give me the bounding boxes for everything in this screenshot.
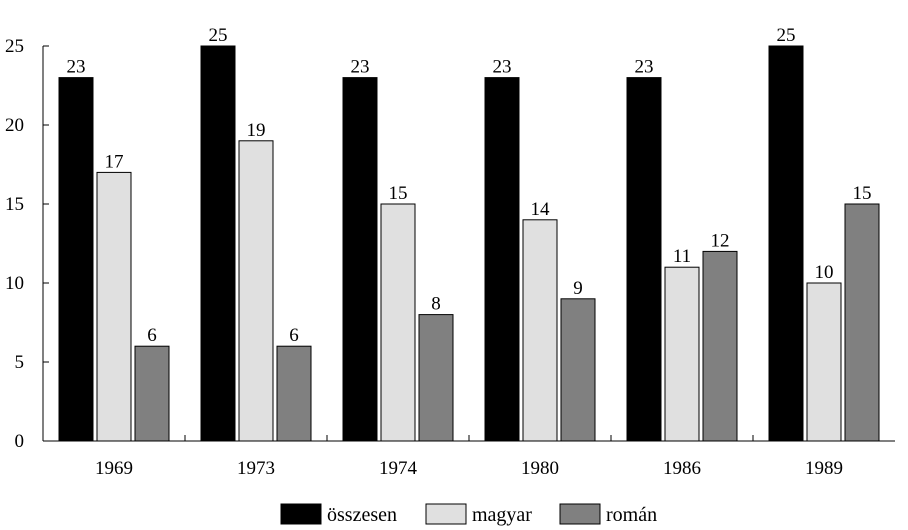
bar-román xyxy=(418,314,454,442)
legend-swatch-összesen xyxy=(280,503,322,525)
data-label: 6 xyxy=(147,325,157,346)
y-tick-label: 10 xyxy=(5,273,24,294)
data-label: 11 xyxy=(673,246,691,267)
legend-label: összesen xyxy=(327,504,397,526)
y-tick-label: 5 xyxy=(15,352,25,373)
bar-román xyxy=(560,298,596,442)
bar-román xyxy=(276,345,312,442)
legend: összesen magyar román xyxy=(280,503,657,526)
bar-román xyxy=(844,203,880,442)
data-label: 14 xyxy=(531,199,551,220)
x-tick-label: 1969 xyxy=(95,458,133,479)
bar-román xyxy=(702,250,738,442)
data-labels: 23 17 6 25 19 6 23 15 8 23 14 9 23 11 12 25 10 15 xyxy=(67,25,872,346)
legend-swatch-magyar xyxy=(425,503,467,525)
x-tick-label: 1980 xyxy=(521,458,559,479)
data-label: 9 xyxy=(573,278,583,299)
data-label: 8 xyxy=(431,294,441,315)
y-tick-label: 15 xyxy=(5,194,24,215)
bar-összesen xyxy=(626,77,662,442)
x-tick-label: 1989 xyxy=(805,458,843,479)
data-label: 19 xyxy=(247,120,266,141)
y-tick-label: 25 xyxy=(5,36,24,57)
bar-összesen xyxy=(342,77,378,442)
bar-román xyxy=(134,345,170,442)
legend-swatch-román xyxy=(559,503,601,525)
data-label: 17 xyxy=(105,151,124,172)
y-axis: 0 5 10 15 20 25 xyxy=(5,36,49,452)
x-tick-label: 1974 xyxy=(379,458,418,479)
x-tick-label: 1986 xyxy=(663,458,701,479)
data-label: 23 xyxy=(67,57,86,78)
y-tick-label: 20 xyxy=(5,115,24,136)
legend-label: román xyxy=(606,504,657,526)
data-label: 15 xyxy=(389,183,408,204)
bar-magyar xyxy=(380,203,416,442)
data-label: 25 xyxy=(209,25,228,46)
bar-magyar xyxy=(522,219,558,442)
data-label: 23 xyxy=(493,57,512,78)
data-label: 23 xyxy=(351,57,370,78)
y-tick-label: 0 xyxy=(15,431,25,452)
data-label: 23 xyxy=(635,57,654,78)
bar-magyar xyxy=(96,171,132,442)
data-label: 6 xyxy=(289,325,299,346)
bar-összesen xyxy=(768,45,804,442)
x-tick-label: 1973 xyxy=(237,458,275,479)
bars xyxy=(58,45,880,442)
bar-magyar xyxy=(238,140,274,442)
data-label: 15 xyxy=(853,183,872,204)
data-label: 10 xyxy=(815,262,834,283)
bar-magyar xyxy=(806,282,842,442)
bar-összesen xyxy=(484,77,520,442)
x-axis: 1969 1973 1974 1980 1986 1989 xyxy=(43,435,895,479)
legend-label: magyar xyxy=(472,504,532,526)
bar-összesen xyxy=(58,77,94,442)
data-label: 12 xyxy=(711,230,730,251)
data-label: 25 xyxy=(777,25,796,46)
bar-összesen xyxy=(200,45,236,442)
bar-magyar xyxy=(664,266,700,442)
